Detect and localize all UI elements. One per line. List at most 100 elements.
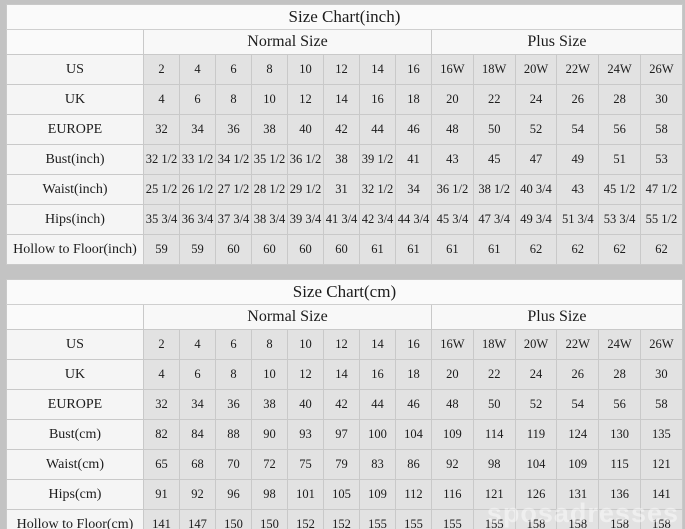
data-cell: 24 bbox=[514, 84, 558, 115]
data-cell: 54 bbox=[556, 389, 600, 420]
row-label: Hips(inch) bbox=[6, 204, 144, 235]
table-row: UK 4 6 8 10 12 14 16 18 20 22 24 26 28 30 bbox=[6, 84, 683, 115]
data-cell: 28 bbox=[598, 359, 641, 390]
row-label: Hollow to Floor(inch) bbox=[6, 234, 144, 265]
data-cell: 22W bbox=[556, 54, 600, 85]
data-cell: 32 1/2 bbox=[143, 144, 180, 175]
data-cell: 136 bbox=[598, 479, 641, 510]
data-cell: 2 bbox=[143, 329, 180, 360]
data-cell: 52 bbox=[514, 389, 558, 420]
data-cell: 10 bbox=[287, 329, 324, 360]
size-table: Size Chart(cm) Normal Size Plus Size US 2… bbox=[6, 279, 683, 529]
data-cell: 18W bbox=[472, 54, 516, 85]
data-cell: 35 1/2 bbox=[251, 144, 288, 175]
data-cell: 90 bbox=[251, 419, 288, 450]
data-cell: 39 3/4 bbox=[287, 204, 324, 235]
data-cell: 54 bbox=[556, 114, 600, 145]
data-cell: 42 bbox=[323, 389, 360, 420]
data-cell: 92 bbox=[431, 449, 474, 480]
data-cell: 44 bbox=[359, 114, 396, 145]
data-cell: 96 bbox=[215, 479, 252, 510]
data-cell: 60 bbox=[287, 234, 324, 265]
data-cell: 130 bbox=[598, 419, 641, 450]
data-cell: 8 bbox=[215, 84, 252, 115]
data-cell: 55 1/2 bbox=[639, 204, 683, 235]
data-cell: 26 bbox=[556, 359, 600, 390]
data-cell: 105 bbox=[323, 479, 360, 510]
data-cell: 25 1/2 bbox=[143, 174, 180, 205]
table-row: Hollow to Floor(inch) 59 59 60 60 60 60 61 61 61 6… bbox=[6, 234, 683, 265]
row-label: Waist(inch) bbox=[6, 174, 144, 205]
group-header-plus-size: Plus Size bbox=[431, 304, 683, 330]
data-cell: 155 bbox=[472, 509, 516, 529]
data-cell: 155 bbox=[395, 509, 432, 529]
data-cell: 62 bbox=[639, 234, 683, 265]
data-cell: 62 bbox=[514, 234, 558, 265]
data-cell: 61 bbox=[472, 234, 516, 265]
data-cell: 51 bbox=[598, 144, 641, 175]
data-cell: 22 bbox=[472, 359, 516, 390]
table-row: EUROPE 32 34 36 38 40 42 44 46 48 50 52 54 56 58 bbox=[6, 114, 683, 145]
data-cell: 84 bbox=[179, 419, 216, 450]
column-group-row: Normal Size Plus Size bbox=[6, 304, 683, 330]
data-cell: 53 3/4 bbox=[598, 204, 641, 235]
data-cell: 150 bbox=[215, 509, 252, 529]
data-cell: 109 bbox=[359, 479, 396, 510]
data-cell: 45 bbox=[472, 144, 516, 175]
data-cell: 48 bbox=[431, 389, 474, 420]
data-cell: 24W bbox=[598, 54, 641, 85]
data-cell: 72 bbox=[251, 449, 288, 480]
data-cell: 121 bbox=[472, 479, 516, 510]
data-cell: 26 bbox=[556, 84, 600, 115]
data-cell: 36 bbox=[215, 389, 252, 420]
data-cell: 37 3/4 bbox=[215, 204, 252, 235]
data-cell: 42 3/4 bbox=[359, 204, 396, 235]
data-cell: 6 bbox=[179, 359, 216, 390]
data-cell: 20 bbox=[431, 84, 474, 115]
data-cell: 152 bbox=[287, 509, 324, 529]
data-cell: 150 bbox=[251, 509, 288, 529]
data-cell: 4 bbox=[179, 54, 216, 85]
data-cell: 98 bbox=[472, 449, 516, 480]
data-cell: 16 bbox=[359, 359, 396, 390]
data-cell: 52 bbox=[514, 114, 558, 145]
data-cell: 10 bbox=[251, 84, 288, 115]
data-cell: 16W bbox=[431, 329, 474, 360]
row-label: US bbox=[6, 54, 144, 85]
data-cell: 131 bbox=[556, 479, 600, 510]
data-cell: 58 bbox=[639, 389, 683, 420]
data-cell: 50 bbox=[472, 389, 516, 420]
row-label: UK bbox=[6, 84, 144, 115]
data-cell: 6 bbox=[215, 54, 252, 85]
data-cell: 26W bbox=[639, 329, 683, 360]
data-cell: 119 bbox=[514, 419, 558, 450]
table-body: US 2 4 6 8 10 12 14 16 16W 18W 20W 22W 24W 26W UK 4 6 8 10 1… bbox=[6, 54, 683, 265]
row-label: Hips(cm) bbox=[6, 479, 144, 510]
data-cell: 38 bbox=[251, 114, 288, 145]
corner-cell bbox=[6, 29, 144, 55]
data-cell: 32 bbox=[143, 114, 180, 145]
data-cell: 31 bbox=[323, 174, 360, 205]
data-cell: 4 bbox=[179, 329, 216, 360]
table-row: Waist(cm) 65 68 70 72 75 79 83 86 92 98 104 109 115 12… bbox=[6, 449, 683, 480]
data-cell: 158 bbox=[556, 509, 600, 529]
data-cell: 34 1/2 bbox=[215, 144, 252, 175]
data-cell: 10 bbox=[287, 54, 324, 85]
data-cell: 47 3/4 bbox=[472, 204, 516, 235]
column-group-row: Normal Size Plus Size bbox=[6, 29, 683, 55]
data-cell: 86 bbox=[395, 449, 432, 480]
data-cell: 45 1/2 bbox=[598, 174, 641, 205]
data-cell: 126 bbox=[514, 479, 558, 510]
table-row: US 2 4 6 8 10 12 14 16 16W 18W 20W 22W 24W 26W bbox=[6, 329, 683, 360]
data-cell: 135 bbox=[639, 419, 683, 450]
row-label: EUROPE bbox=[6, 389, 144, 420]
data-cell: 58 bbox=[639, 114, 683, 145]
data-cell: 115 bbox=[598, 449, 641, 480]
size-table: Size Chart(inch) Normal Size Plus Size U… bbox=[6, 4, 683, 265]
row-label: Hollow to Floor(cm) bbox=[6, 509, 144, 529]
data-cell: 39 1/2 bbox=[359, 144, 396, 175]
data-cell: 33 1/2 bbox=[179, 144, 216, 175]
data-cell: 158 bbox=[514, 509, 558, 529]
data-cell: 12 bbox=[323, 54, 360, 85]
data-cell: 40 bbox=[287, 114, 324, 145]
